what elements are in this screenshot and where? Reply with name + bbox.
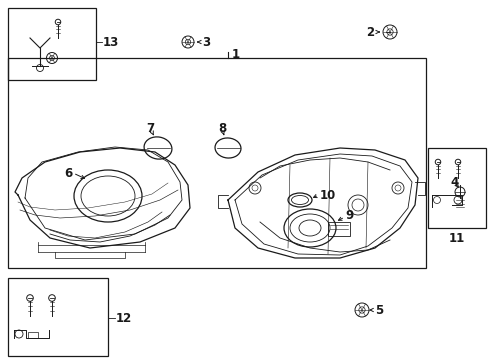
Bar [8,58,425,268]
Text: 11: 11 [448,231,464,244]
Bar [8,278,108,356]
Text: 1: 1 [231,48,240,60]
Text: 4: 4 [450,176,458,189]
Text: 13: 13 [103,36,119,49]
Text: 7: 7 [145,122,154,135]
Bar [8,8,96,80]
Text: 12: 12 [116,311,132,324]
Text: 10: 10 [319,189,336,202]
Text: 8: 8 [218,122,225,135]
Text: 9: 9 [345,208,352,221]
Bar [427,148,485,228]
Text: 2: 2 [365,26,373,39]
Bar [28,332,38,338]
Text: 6: 6 [64,166,72,180]
Text: 3: 3 [202,36,210,49]
Text: 5: 5 [374,303,383,316]
Bar [327,222,349,236]
